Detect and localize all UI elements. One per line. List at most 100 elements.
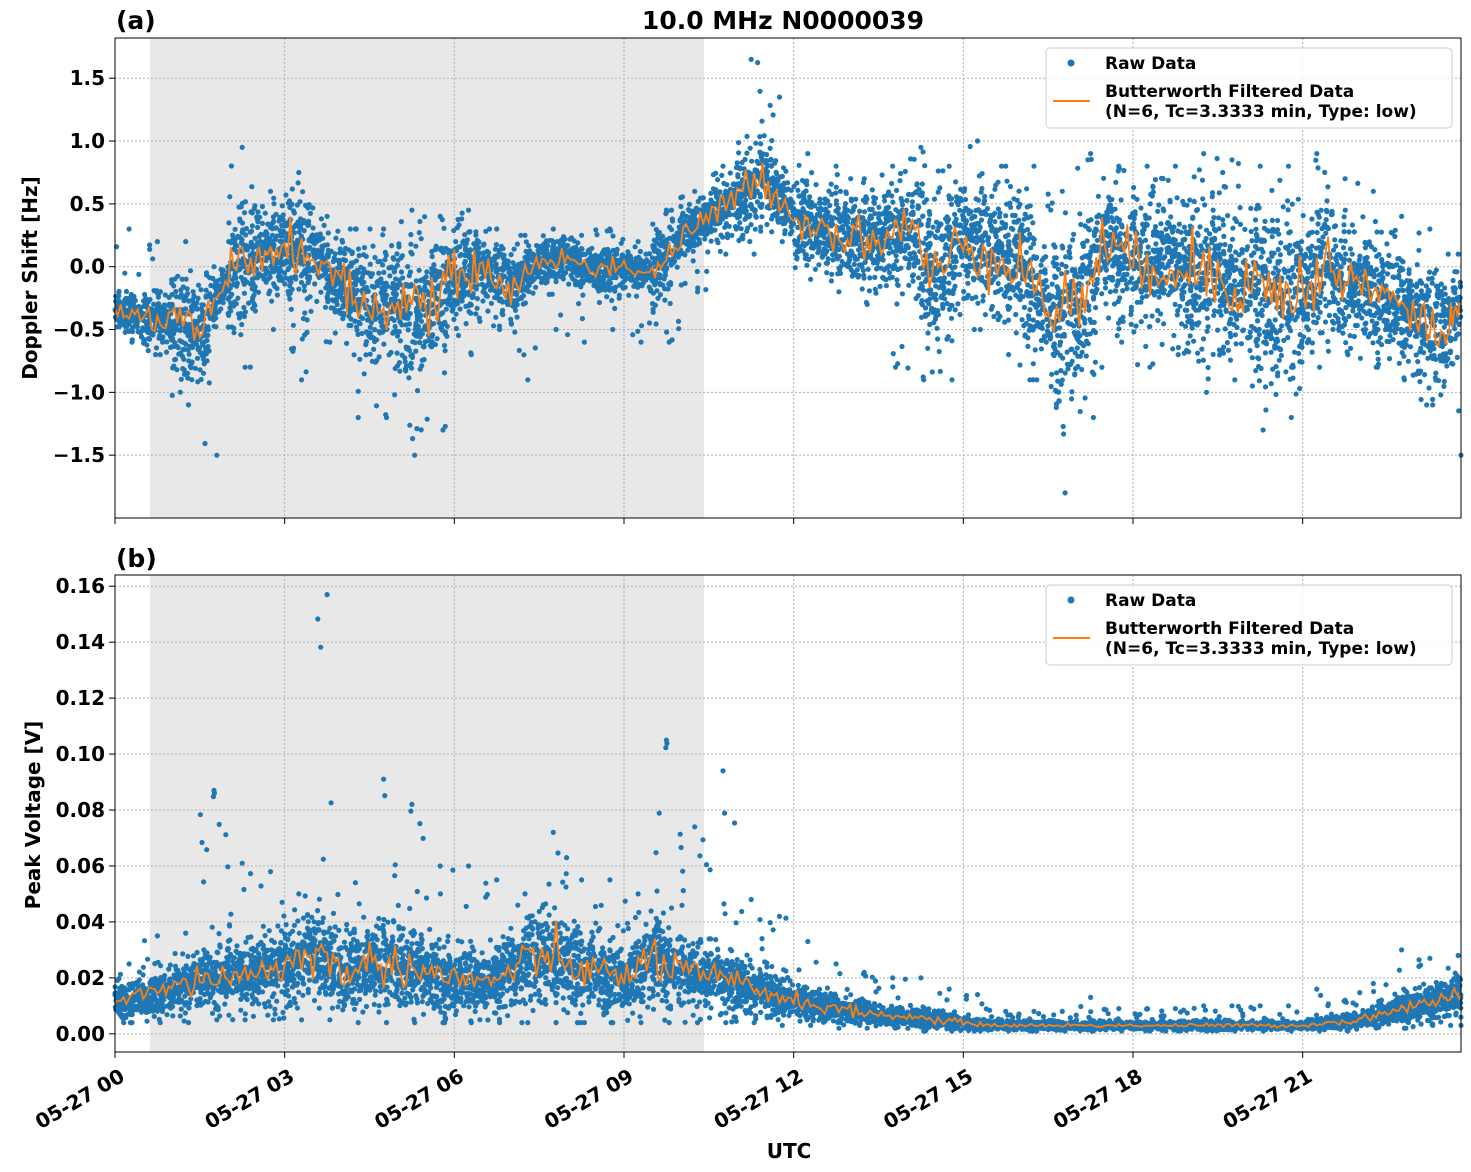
raw-point [397, 368, 403, 374]
raw-point [664, 266, 670, 272]
raw-point [430, 311, 436, 317]
raw-point [941, 290, 947, 297]
raw-point [451, 316, 457, 322]
raw-point [953, 216, 959, 222]
raw-point [183, 276, 189, 282]
raw-point [918, 281, 924, 287]
raw-point [462, 252, 468, 258]
raw-point [585, 248, 591, 254]
y-tick-label: −1.0 [53, 380, 105, 404]
raw-point [710, 216, 716, 222]
raw-point [230, 236, 236, 242]
raw-point [867, 275, 873, 281]
raw-point [416, 267, 422, 273]
raw-point [815, 242, 821, 248]
raw-point [372, 327, 378, 333]
raw-point [759, 118, 765, 124]
raw-point [183, 239, 189, 245]
raw-point [351, 352, 357, 358]
raw-point [720, 234, 726, 240]
raw-point [225, 324, 231, 330]
raw-point [865, 266, 871, 272]
raw-point [270, 326, 276, 333]
raw-point [397, 338, 403, 344]
raw-point [921, 199, 927, 205]
raw-point [192, 365, 198, 371]
raw-point [512, 329, 518, 335]
raw-point [846, 259, 852, 265]
raw-point [268, 221, 274, 227]
raw-point [594, 232, 600, 238]
raw-point [948, 315, 955, 321]
raw-point [851, 261, 857, 267]
raw-point [442, 320, 448, 326]
raw-point [616, 292, 623, 298]
raw-point [660, 240, 667, 246]
raw-point [860, 197, 866, 203]
raw-point [471, 241, 477, 247]
raw-point [173, 288, 179, 295]
raw-point [617, 282, 623, 288]
raw-point [382, 257, 388, 263]
raw-point [476, 239, 482, 245]
raw-point [836, 253, 843, 259]
raw-point [318, 216, 324, 222]
raw-point [758, 141, 764, 147]
raw-point [715, 240, 721, 246]
raw-point [635, 239, 641, 245]
raw-point [576, 301, 582, 307]
raw-point [638, 323, 645, 329]
raw-point [690, 258, 696, 264]
raw-point [144, 342, 150, 348]
raw-point [261, 276, 267, 282]
raw-point [147, 242, 153, 248]
raw-point [598, 282, 605, 288]
raw-point [938, 221, 944, 227]
raw-point [682, 218, 688, 224]
raw-point [226, 220, 232, 226]
raw-point [405, 264, 411, 270]
raw-point [394, 251, 400, 257]
raw-point [788, 201, 794, 207]
raw-point [854, 267, 860, 273]
raw-point [246, 300, 252, 306]
raw-point [225, 288, 232, 294]
raw-point [396, 329, 402, 335]
raw-point [630, 332, 636, 338]
raw-point [430, 332, 436, 338]
raw-point [881, 267, 888, 273]
raw-point [181, 371, 187, 377]
raw-point [338, 291, 344, 297]
raw-point [323, 269, 329, 275]
raw-point [654, 288, 660, 294]
raw-point [406, 321, 412, 327]
raw-point [797, 193, 803, 199]
raw-point [570, 269, 577, 275]
raw-point [413, 243, 419, 249]
raw-point [153, 352, 159, 358]
raw-point [915, 203, 921, 209]
raw-point [442, 348, 448, 354]
raw-point [391, 269, 397, 275]
raw-point [392, 392, 398, 398]
raw-point [352, 226, 358, 232]
raw-point [445, 286, 451, 292]
raw-point [218, 266, 224, 273]
raw-point [306, 276, 312, 282]
raw-point [296, 286, 302, 292]
raw-point [877, 220, 883, 226]
raw-point [890, 163, 896, 169]
raw-point [797, 243, 803, 250]
raw-point [567, 236, 573, 242]
raw-point [396, 360, 402, 366]
raw-point [523, 239, 529, 245]
raw-point [493, 314, 499, 320]
raw-point [269, 265, 275, 271]
raw-point [262, 247, 268, 253]
raw-point [414, 388, 421, 394]
raw-point [300, 189, 306, 195]
raw-point [440, 427, 446, 433]
raw-point [422, 214, 428, 220]
raw-point [754, 188, 760, 194]
raw-point [727, 170, 733, 176]
